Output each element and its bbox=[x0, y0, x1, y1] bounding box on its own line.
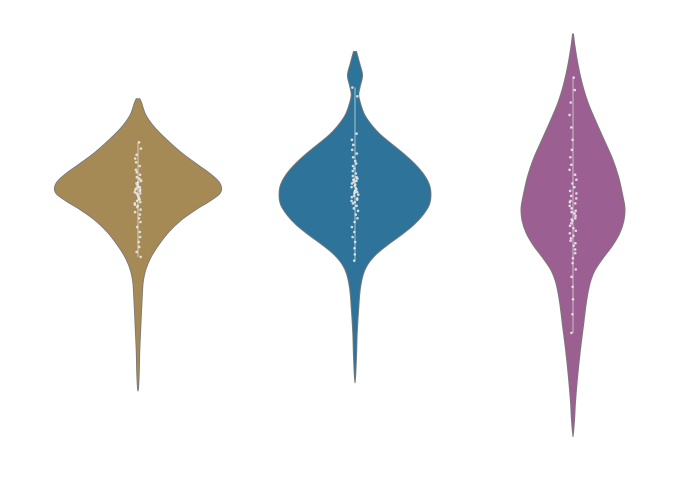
data-point bbox=[133, 203, 137, 206]
data-point bbox=[568, 224, 572, 228]
data-point bbox=[568, 113, 571, 117]
data-point bbox=[356, 94, 359, 98]
data-point bbox=[139, 200, 142, 204]
data-point bbox=[574, 209, 577, 213]
data-point bbox=[356, 177, 359, 180]
data-point bbox=[570, 210, 573, 214]
data-point bbox=[139, 220, 142, 224]
data-point bbox=[575, 178, 578, 181]
data-point bbox=[574, 241, 577, 245]
data-point bbox=[356, 209, 360, 213]
data-point bbox=[573, 251, 577, 255]
data-point bbox=[133, 210, 137, 214]
data-point bbox=[573, 202, 577, 205]
data-point bbox=[570, 275, 573, 279]
data-point bbox=[350, 148, 354, 152]
data-point bbox=[569, 101, 572, 104]
data-point bbox=[568, 189, 572, 193]
data-point bbox=[138, 230, 142, 234]
data-point bbox=[134, 188, 137, 191]
data-point bbox=[568, 204, 572, 208]
data-point bbox=[569, 155, 572, 159]
data-point bbox=[133, 157, 137, 160]
data-point bbox=[351, 174, 355, 178]
data-point bbox=[569, 126, 573, 129]
data-point bbox=[573, 248, 577, 251]
data-point bbox=[351, 169, 355, 173]
data-point bbox=[135, 250, 138, 254]
data-point bbox=[135, 153, 138, 157]
data-point bbox=[351, 86, 354, 89]
data-point bbox=[135, 170, 139, 174]
data-point bbox=[355, 190, 359, 194]
data-point bbox=[575, 192, 578, 195]
data-point bbox=[355, 204, 358, 208]
data-point bbox=[573, 173, 577, 177]
data-point bbox=[573, 212, 576, 215]
data-point bbox=[137, 245, 141, 249]
data-point bbox=[570, 207, 573, 210]
data-point bbox=[350, 138, 354, 142]
data-point bbox=[351, 164, 355, 168]
data-point bbox=[351, 235, 354, 239]
data-point bbox=[569, 163, 573, 167]
data-point bbox=[356, 193, 360, 196]
data-point bbox=[574, 229, 578, 233]
data-point bbox=[574, 217, 577, 220]
data-point bbox=[568, 168, 571, 172]
data-point bbox=[138, 185, 142, 189]
data-point bbox=[574, 197, 578, 200]
data-point bbox=[138, 213, 142, 216]
data-point bbox=[138, 235, 142, 239]
data-point bbox=[355, 132, 358, 135]
data-point bbox=[355, 179, 358, 183]
data-point bbox=[351, 155, 355, 159]
data-point bbox=[355, 152, 359, 155]
data-point bbox=[570, 218, 573, 221]
data-point bbox=[138, 164, 142, 168]
data-point bbox=[570, 221, 573, 225]
data-point bbox=[138, 173, 142, 177]
data-point bbox=[134, 168, 138, 172]
violin-group bbox=[53, 33, 626, 438]
data-point bbox=[133, 190, 137, 194]
data-point bbox=[569, 239, 572, 243]
data-point bbox=[139, 255, 142, 259]
data-point bbox=[356, 217, 359, 220]
data-point bbox=[573, 185, 576, 189]
data-point bbox=[355, 198, 359, 201]
data-point bbox=[139, 179, 143, 183]
data-point bbox=[134, 160, 138, 164]
data-point bbox=[351, 143, 355, 147]
data-point bbox=[139, 147, 143, 150]
data-point bbox=[138, 189, 142, 193]
data-point bbox=[350, 225, 354, 229]
data-point bbox=[570, 331, 573, 335]
data-point bbox=[138, 192, 142, 195]
data-point bbox=[350, 185, 353, 189]
data-point bbox=[574, 268, 578, 271]
data-point bbox=[350, 182, 354, 185]
data-point bbox=[351, 202, 355, 205]
data-point bbox=[569, 194, 573, 198]
data-point bbox=[574, 214, 577, 218]
data-point bbox=[569, 236, 573, 240]
data-point bbox=[568, 200, 572, 204]
data-point bbox=[354, 162, 358, 165]
data-point bbox=[568, 231, 572, 235]
data-point bbox=[350, 195, 354, 199]
data-point bbox=[573, 88, 577, 92]
data-point bbox=[350, 199, 353, 203]
data-point bbox=[139, 208, 142, 211]
